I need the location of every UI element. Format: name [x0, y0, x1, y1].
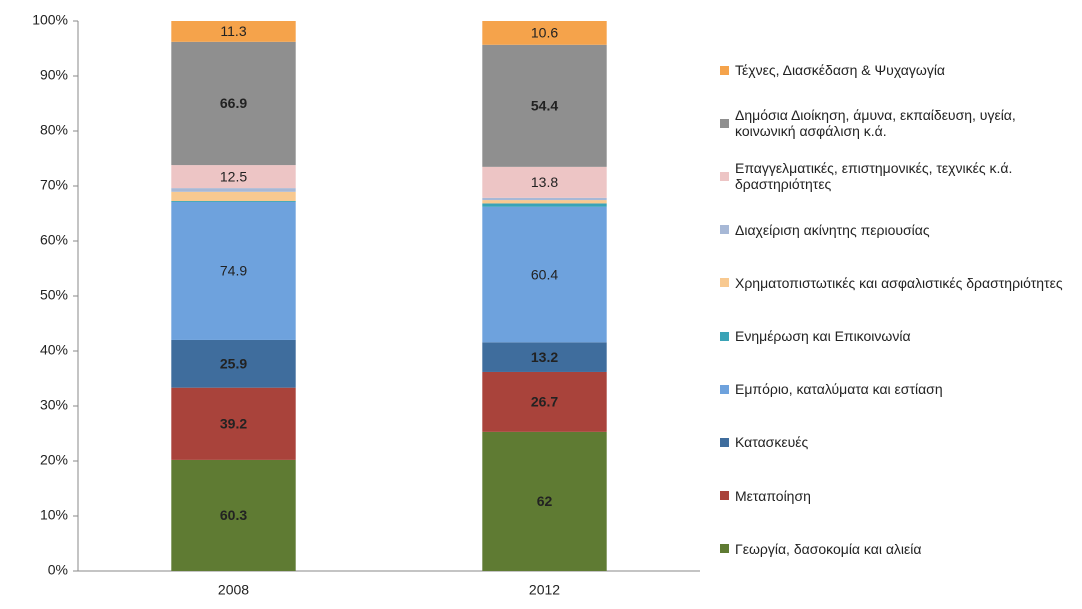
data-label: 13.8: [531, 174, 558, 190]
bar-segment: [171, 41, 296, 166]
y-tick-label: 0%: [48, 562, 68, 578]
legend-swatch: [720, 225, 729, 235]
legend-item: Δημόσια Διοίκηση, άμυνα, εκπαίδευση, υγε…: [720, 107, 1080, 139]
legend-label: Χρηματοπιστωτικές και ασφαλιστικές δραστ…: [735, 274, 1063, 291]
data-label: 60.3: [220, 507, 247, 523]
x-tick-label: 2008: [218, 582, 249, 598]
legend-label: Διαχείριση ακίνητης περιουσίας: [735, 221, 930, 238]
bar-segment: [482, 431, 607, 571]
legend-swatch: [720, 171, 729, 181]
data-label: 66.9: [220, 95, 247, 111]
legend-item: Διαχείριση ακίνητης περιουσίας: [720, 222, 1080, 238]
legend-item: Τέχνες, Διασκέδαση & Ψυχαγωγία: [720, 62, 1080, 78]
legend-swatch: [720, 278, 729, 288]
y-tick-label: 70%: [40, 177, 68, 193]
bar-segment: [171, 387, 296, 460]
y-tick-label: 30%: [40, 397, 68, 413]
data-label: 62: [537, 493, 553, 509]
legend: Τέχνες, Διασκέδαση & Ψυχαγωγία Δημόσια Δι…: [720, 0, 1080, 609]
legend-swatch: [720, 437, 729, 447]
data-label: 54.4: [531, 98, 558, 114]
data-label: 12.5: [220, 168, 247, 184]
y-tick-label: 60%: [40, 232, 68, 248]
bar-segment: [171, 339, 296, 388]
data-label: 60.4: [531, 266, 558, 282]
bar-segment: [482, 371, 607, 432]
legend-label: Δημόσια Διοίκηση, άμυνα, εκπαίδευση, υγε…: [735, 107, 1016, 140]
bar-segment: [482, 203, 607, 207]
bar-segment: [171, 201, 296, 202]
legend-swatch: [720, 544, 729, 554]
data-label: 26.7: [531, 394, 558, 410]
bar-segment: [482, 166, 607, 198]
bar-segment: [482, 44, 607, 167]
bar-segment: [482, 21, 607, 45]
x-tick-label: 2012: [529, 582, 560, 598]
y-tick-label: 20%: [40, 452, 68, 468]
data-label: 11.3: [220, 23, 246, 39]
legend-item: Γεωργία, δασοκομία και αλιεία: [720, 541, 1080, 557]
bar-segment: [171, 459, 296, 571]
bar-segment: [171, 188, 296, 192]
legend-label: Εμπόριο, καταλύματα και εστίαση: [735, 381, 943, 398]
legend-item: Κατασκευές: [720, 434, 1080, 450]
legend-swatch: [720, 491, 729, 501]
bar-segment: [171, 21, 296, 42]
bar-segment: [482, 197, 607, 201]
legend-label: Γεωργία, δασοκομία και αλιεία: [735, 540, 922, 557]
bar-segment: [482, 200, 607, 204]
y-tick-label: 90%: [40, 67, 68, 83]
bar-segment: [171, 201, 296, 340]
y-tick-label: 50%: [40, 287, 68, 303]
legend-label: Επαγγελματικές, επιστημονικές, τεχνικές …: [735, 160, 1013, 193]
legend-item: Μεταποίηση: [720, 488, 1080, 504]
legend-swatch: [720, 384, 729, 394]
legend-swatch: [720, 65, 729, 75]
legend-label: Κατασκευές: [735, 434, 809, 451]
bar-segment: [171, 191, 296, 202]
bar-segment: [482, 342, 607, 372]
data-label: 13.2: [531, 349, 558, 365]
data-label: 25.9: [220, 356, 247, 372]
chart: 0% 10% 20% 30% 40% 50% 60% 70% 80% 90% 100% 2008 60.…: [32, 12, 700, 598]
legend-label: Ενημέρωση και Επικοινωνία: [735, 328, 911, 344]
legend-item: Εμπόριο, καταλύματα και εστίαση: [720, 381, 1080, 397]
y-tick-label: 80%: [40, 122, 68, 138]
bar-segment: [171, 165, 296, 189]
data-label: 10.6: [531, 25, 558, 41]
y-tick-label: 40%: [40, 342, 68, 358]
bar-segment: [482, 206, 607, 343]
y-tick-label: 10%: [40, 507, 68, 523]
legend-swatch: [720, 118, 729, 128]
data-label: 74.9: [220, 263, 247, 279]
data-label: 39.2: [220, 415, 247, 431]
legend-swatch: [720, 331, 729, 341]
legend-item: Ενημέρωση και Επικοινωνία: [720, 328, 1080, 344]
legend-label: Μεταποίηση: [735, 487, 811, 504]
legend-item: Χρηματοπιστωτικές και ασφαλιστικές δραστ…: [720, 275, 1080, 291]
legend-item: Επαγγελματικές, επιστημονικές, τεχνικές …: [720, 160, 1080, 192]
y-tick-label: 100%: [32, 12, 68, 28]
legend-label: Τέχνες, Διασκέδαση & Ψυχαγωγία: [735, 62, 946, 78]
